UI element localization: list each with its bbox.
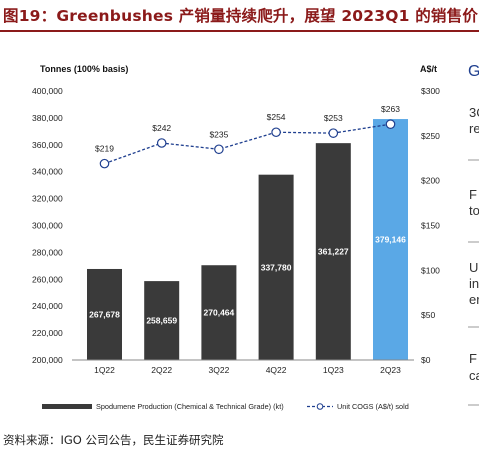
- left-axis-ticks: 400,000 380,000 360,000 340,000 320,000 300,0…: [32, 86, 63, 365]
- x-tick-label: 2Q22: [151, 365, 172, 375]
- bar-value-label: 267,678: [89, 309, 120, 319]
- chart: Tonnes (100% basis) A$/t 400,000 380,000 3…: [32, 63, 479, 411]
- right-tick-label: $100: [421, 265, 440, 275]
- legend-line-marker: [316, 403, 324, 410]
- line-point: [328, 128, 339, 138]
- bar: [87, 268, 122, 360]
- right-tick-label: $150: [421, 221, 440, 231]
- right-tick-label: $0: [421, 355, 431, 365]
- line-value-label: $235: [209, 129, 228, 139]
- legend-bar-label: Spodumene Production (Chemical & Technic…: [96, 402, 284, 411]
- bar-value-label: 361,227: [318, 247, 349, 257]
- bar-value-label: 258,659: [146, 316, 177, 326]
- side-text-fragment: er: [469, 292, 479, 307]
- bar: [315, 143, 351, 360]
- left-tick-label: 260,000: [32, 274, 63, 284]
- line-value-label: $263: [381, 104, 400, 114]
- left-tick-label: 200,000: [32, 355, 63, 365]
- line-point: [271, 127, 281, 138]
- right-axis-label: A$/t: [420, 64, 437, 74]
- side-heading: G: [468, 63, 479, 80]
- left-tick-label: 400,000: [32, 86, 63, 96]
- left-tick-label: 220,000: [32, 328, 63, 338]
- title-rule: [0, 30, 479, 32]
- line-point: [99, 158, 110, 169]
- line-series: $219 $242 $235 $254 $253 $263: [95, 104, 400, 169]
- left-tick-label: 380,000: [32, 113, 63, 123]
- side-text-fragment: F: [469, 187, 477, 202]
- x-tick-label: 1Q23: [323, 365, 344, 375]
- side-text-fragment: U: [469, 260, 478, 275]
- bar: [258, 174, 294, 360]
- left-tick-label: 360,000: [32, 140, 63, 150]
- bar: [201, 265, 237, 360]
- unit-cogs-line: [104, 123, 391, 165]
- bar-value-label: 379,146: [375, 235, 406, 245]
- line-point: [385, 119, 396, 129]
- bar-value-label: 337,780: [261, 262, 292, 272]
- left-tick-label: 320,000: [32, 194, 63, 204]
- side-text-fragment: in: [469, 276, 479, 291]
- side-text-fragment: 3C: [469, 105, 479, 120]
- bar: [144, 281, 180, 360]
- line-point: [156, 138, 167, 148]
- left-axis-label: Tonnes (100% basis): [40, 64, 128, 74]
- right-axis-ticks: $300 $250 $200 $150 $100 $50 $0: [421, 86, 440, 365]
- side-text-fragment: F: [469, 351, 477, 366]
- x-tick-label: 1Q22: [94, 365, 115, 375]
- side-text-fragment: to: [469, 203, 479, 218]
- legend-line-label: Unit COGS (A$/t) sold: [337, 402, 409, 411]
- side-text-fragment: ca: [469, 368, 479, 383]
- right-tick-label: $200: [421, 176, 440, 186]
- x-tick-label: 2Q23: [380, 365, 401, 375]
- left-tick-label: 240,000: [32, 301, 63, 311]
- bar: [373, 119, 408, 360]
- x-tick-label: 3Q22: [209, 365, 230, 375]
- figure-title: 图19：Greenbushes 产销量持续爬升，展望 2023Q1 的销售价: [3, 7, 479, 25]
- line-value-label: $254: [267, 112, 286, 122]
- left-tick-label: 280,000: [32, 247, 63, 257]
- left-tick-label: 300,000: [32, 221, 63, 231]
- left-tick-label: 340,000: [32, 167, 63, 177]
- x-tick-label: 4Q22: [266, 365, 287, 375]
- line-value-label: $219: [95, 144, 114, 154]
- line-value-label: $253: [324, 113, 343, 123]
- legend: Spodumene Production (Chemical & Technic…: [42, 402, 409, 411]
- bar-value-label: 270,464: [204, 308, 235, 318]
- side-text-fragment: re: [469, 121, 479, 136]
- source-note: 资料来源：IGO 公司公告，民生证券研究院: [3, 433, 224, 447]
- line-point: [214, 144, 224, 155]
- line-value-label: $242: [152, 123, 171, 133]
- bar-series: 267,678 258,659 270,464 337,780 361,227 379,1…: [87, 119, 408, 360]
- legend-bar-swatch: [42, 404, 92, 409]
- right-tick-label: $300: [421, 86, 440, 96]
- right-tick-label: $250: [421, 131, 440, 141]
- right-tick-label: $50: [421, 310, 435, 320]
- x-axis-labels: 1Q22 2Q22 3Q22 4Q22 1Q23 2Q23: [94, 365, 401, 375]
